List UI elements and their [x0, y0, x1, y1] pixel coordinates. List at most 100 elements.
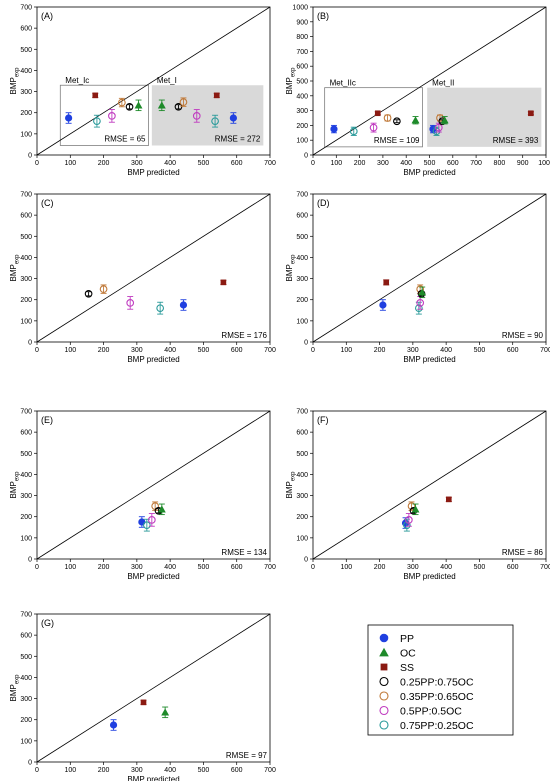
- legend-label: 0.5PP:0.5OC: [400, 705, 462, 717]
- x-tick-label: 700: [264, 347, 276, 354]
- data-point: [126, 299, 135, 307]
- y-axis-label-sub: exp: [15, 254, 21, 264]
- y-tick-label: 200: [20, 514, 32, 521]
- x-axis-label: BMP predicted: [127, 775, 179, 781]
- y-tick-label: 700: [296, 409, 308, 416]
- y-axis-label: BMPexp: [285, 471, 297, 499]
- panel-c: 0 100 200 300 400 500 600 700 0 100 200 300 400 500 60…: [9, 192, 276, 365]
- y-tick-label: 500: [20, 47, 32, 54]
- data-point: [405, 516, 413, 524]
- y-tick-label: 100: [296, 535, 308, 542]
- legend-marker: [379, 676, 389, 687]
- panel-label: (D): [317, 198, 330, 208]
- panel-label: (E): [41, 415, 53, 425]
- x-tick-label: 700: [264, 767, 276, 774]
- y-tick-label: 400: [20, 472, 32, 479]
- legend-label: OC: [400, 647, 416, 659]
- x-tick-label: 700: [264, 160, 276, 167]
- legend-marker: [379, 720, 389, 730]
- x-tick-label: 400: [400, 160, 412, 167]
- x-tick-label: 200: [374, 564, 386, 571]
- x-tick-label: 100: [340, 564, 352, 571]
- y-tick-label: 400: [20, 675, 32, 682]
- data-point: [179, 301, 188, 309]
- x-axis-label: BMP predicted: [127, 572, 179, 581]
- data-point: [142, 521, 151, 530]
- rmse-label: RMSE = 272: [215, 134, 261, 143]
- data-point: [93, 117, 101, 126]
- y-tick-label: 600: [296, 64, 308, 71]
- x-tick-label: 400: [164, 767, 176, 774]
- data-point: [446, 496, 452, 503]
- data-point: [65, 114, 73, 122]
- y-tick-label: 100: [296, 318, 308, 325]
- y-tick-label: 400: [296, 255, 308, 262]
- y-tick-label: 500: [296, 451, 308, 458]
- y-tick-label: 800: [296, 34, 308, 41]
- x-tick-label: 600: [231, 160, 243, 167]
- x-tick-label: 200: [98, 767, 110, 774]
- y-axis-label-main: BMP: [285, 481, 294, 498]
- x-tick-label: 300: [131, 564, 143, 571]
- data-point: [220, 279, 227, 286]
- legend-marker: [379, 647, 389, 657]
- method-box: [427, 87, 542, 147]
- data-point: [393, 117, 401, 126]
- legend-marker: [380, 663, 388, 671]
- y-tick-label: 300: [20, 696, 32, 703]
- y-tick-label: 0: [304, 557, 308, 564]
- y-tick-label: 900: [296, 19, 308, 26]
- y-axis-label: BMPexp: [9, 674, 21, 702]
- legend-label: 0.35PP:0.65OC: [400, 691, 474, 703]
- legend-label: 0.75PP:0.25OC: [400, 720, 474, 732]
- data-point: [125, 102, 134, 111]
- y-tick-label: 0: [28, 760, 32, 767]
- y-tick-label: 0: [28, 153, 32, 160]
- x-tick-label: 0: [311, 160, 315, 167]
- method-box-label: Met_Ic: [65, 76, 89, 85]
- x-tick-label: 400: [440, 564, 452, 571]
- x-axis-label: BMP predicted: [403, 355, 455, 364]
- y-tick-label: 200: [296, 123, 308, 130]
- x-tick-label: 200: [354, 160, 366, 167]
- data-point: [383, 114, 392, 122]
- y-tick-label: 0: [304, 340, 308, 347]
- x-tick-label: 500: [198, 564, 210, 571]
- y-tick-label: 1000: [292, 5, 308, 12]
- data-point: [330, 125, 338, 133]
- y-tick-label: 700: [20, 5, 32, 12]
- y-tick-label: 700: [20, 409, 32, 416]
- rmse-label: RMSE = 65: [104, 134, 146, 143]
- panel-label: (F): [317, 415, 329, 425]
- x-tick-label: 300: [377, 160, 389, 167]
- data-point: [411, 116, 420, 124]
- data-point: [349, 127, 358, 136]
- y-tick-label: 400: [296, 93, 308, 100]
- y-axis-label-sub: exp: [15, 471, 21, 481]
- y-axis-label-sub: exp: [291, 254, 297, 264]
- x-tick-label: 400: [440, 347, 452, 354]
- y-axis-label-main: BMP: [285, 77, 294, 94]
- method-box-label: Met_II: [432, 79, 454, 88]
- panel-label: (C): [41, 198, 54, 208]
- x-tick-label: 100: [64, 767, 76, 774]
- panel-b: Met_IIc RMSE = 109 Met_II RMSE = 393 0 100 200…: [285, 5, 550, 178]
- x-tick-label: 0: [311, 347, 315, 354]
- data-point: [407, 502, 416, 510]
- data-point: [157, 505, 166, 513]
- rmse-label: RMSE = 90: [502, 331, 544, 340]
- x-tick-label: 400: [164, 160, 176, 167]
- y-tick-label: 300: [20, 89, 32, 96]
- y-axis-label-sub: exp: [15, 67, 21, 77]
- rmse-label: RMSE = 86: [502, 548, 544, 557]
- y-tick-label: 300: [296, 493, 308, 500]
- x-tick-label: 500: [424, 160, 436, 167]
- legend-marker: [379, 691, 389, 701]
- rmse-label: RMSE = 393: [493, 136, 539, 145]
- panel-label: (A): [41, 11, 53, 21]
- x-axis-label: BMP predicted: [127, 355, 179, 364]
- x-tick-label: 200: [98, 160, 110, 167]
- identity-line: [36, 6, 271, 156]
- y-tick-label: 200: [20, 717, 32, 724]
